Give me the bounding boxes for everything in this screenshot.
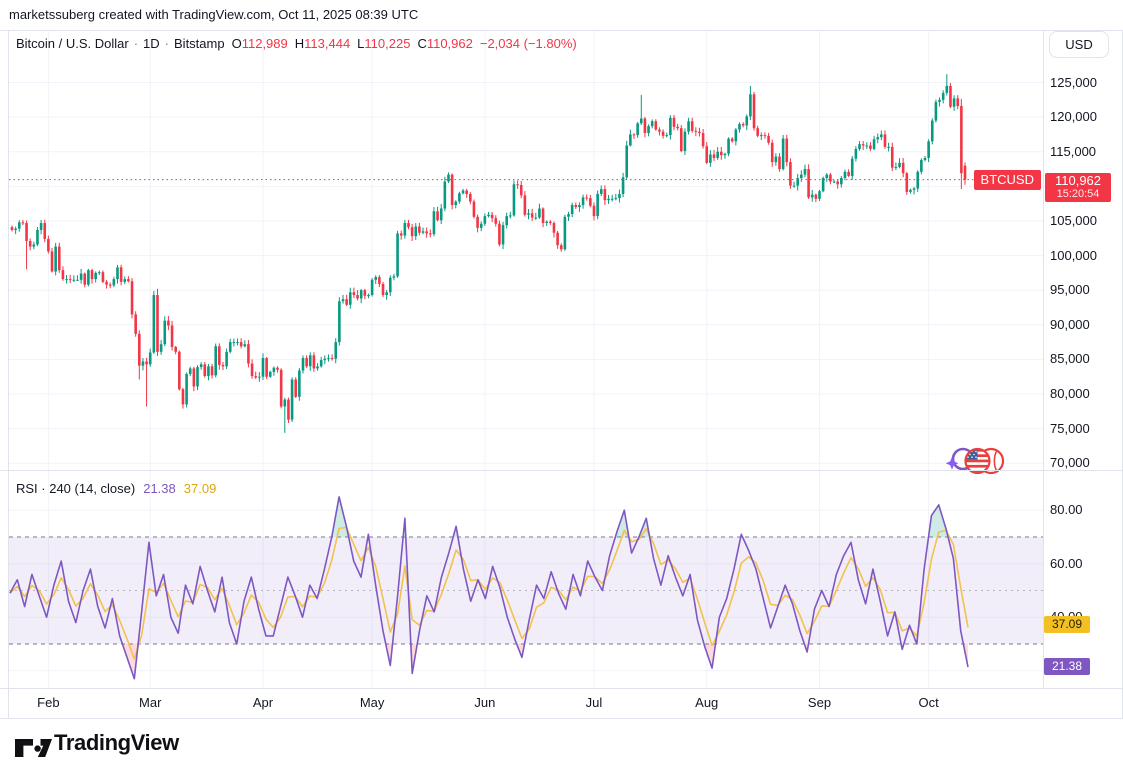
ohlc-low-label: L [357, 36, 365, 51]
time-axis-label: Jun [474, 695, 496, 710]
attribution-text: marketssuberg created with TradingView.c… [9, 7, 419, 22]
rsi-axis-label: 21.38 [1044, 658, 1090, 676]
legend-interval[interactable]: 1D [143, 36, 160, 51]
price-axis-tick: 80,000 [1050, 386, 1090, 402]
time-axis-label: Sep [807, 695, 832, 710]
time-axis-label: Oct [918, 695, 939, 710]
rsi-indicator-title[interactable]: RSI · 240 (14, close) [16, 481, 136, 496]
legend-symbol-title[interactable]: Bitcoin / U.S. Dollar [16, 36, 129, 51]
widget-left-border [8, 30, 9, 718]
pane-separator[interactable] [0, 470, 1123, 471]
time-axis-separator [0, 688, 1123, 689]
symbol-flag-text: BTCUSD [980, 171, 1034, 187]
ohlc-low-value: 110,225 [364, 36, 411, 51]
tradingview-brand-text[interactable]: TradingView [54, 730, 179, 755]
price-axis-tick: 95,000 [1050, 282, 1090, 298]
time-axis-label: Jul [585, 695, 603, 710]
legend-separator: · [164, 36, 170, 51]
last-price-axis-label: 110,962 15:20:54 [1045, 172, 1111, 202]
time-axis-label: Aug [695, 695, 719, 710]
rsi-ma-axis-label: 37.09 [1044, 616, 1090, 634]
last-price-value: 110,962 [1054, 172, 1102, 188]
rsi-indicator-legend: RSI · 240 (14, close) 21.38 37.09 [16, 481, 216, 496]
rsi-line [9, 496, 969, 680]
ohlc-high-label: H [294, 36, 305, 51]
price-change: −2,034 (−1.80%) [479, 36, 577, 51]
price-axis-tick: 90,000 [1050, 316, 1090, 332]
price-axis-tick: 70,000 [1050, 455, 1090, 471]
grid-lines [9, 31, 1043, 688]
time-axis[interactable]: Feb Mar Apr May Jun Jul Aug Sep Oct [9, 688, 1043, 718]
chart-watermark-icons [945, 447, 1005, 475]
rsi-pane[interactable] [9, 472, 1043, 688]
price-axis-tick: 100,000 [1050, 247, 1097, 263]
price-axis-tick: 115,000 [1050, 143, 1097, 159]
rsi-band [9, 536, 1043, 645]
widget-bottom-border [0, 718, 1123, 719]
price-axis-tick: 75,000 [1050, 420, 1090, 436]
candlestick-series [10, 74, 967, 433]
right-price-axis[interactable]: 125,000120,000115,000110,000105,000100,0… [1043, 30, 1123, 688]
ohlc-open-value: 112,989 [241, 36, 288, 51]
symbol-price-flag: BTCUSD [973, 169, 1041, 190]
rsi-value: 21.38 [143, 481, 176, 496]
ohlc-close-value: 110,962 [426, 36, 473, 51]
rsi-axis-tick: 60.00 [1050, 555, 1083, 571]
legend-exchange[interactable]: Bitstamp [174, 36, 225, 51]
rsi-axis-tick: 80.00 [1050, 502, 1083, 518]
ohlc-high-value: 113,444 [304, 36, 351, 51]
us-flag-icon [964, 447, 991, 475]
price-chart-pane[interactable] [9, 30, 1043, 470]
rsi-ma-value: 37.09 [183, 481, 217, 496]
time-axis-label: May [359, 695, 385, 710]
price-axis-tick: 120,000 [1050, 109, 1097, 125]
widget-top-border [0, 30, 1123, 31]
attribution-bar: marketssuberg created with TradingView.c… [0, 0, 1123, 30]
price-axis-tick: 125,000 [1050, 74, 1097, 90]
footer: TradingView [0, 719, 1123, 776]
currency-toggle-button[interactable]: USD [1049, 31, 1109, 58]
legend-separator: · [133, 36, 139, 51]
bar-countdown: 15:20:54 [1056, 187, 1100, 200]
time-axis-label: Feb [37, 695, 60, 710]
price-axis-tick: 85,000 [1050, 351, 1090, 367]
time-axis-label: Mar [139, 695, 162, 710]
ohlc-open-label: O [231, 36, 242, 51]
ohlc-close-label: C [417, 36, 427, 51]
time-axis-label: Apr [252, 695, 274, 710]
price-axis-tick: 105,000 [1050, 212, 1097, 228]
tradingview-logo-icon[interactable] [14, 732, 52, 764]
